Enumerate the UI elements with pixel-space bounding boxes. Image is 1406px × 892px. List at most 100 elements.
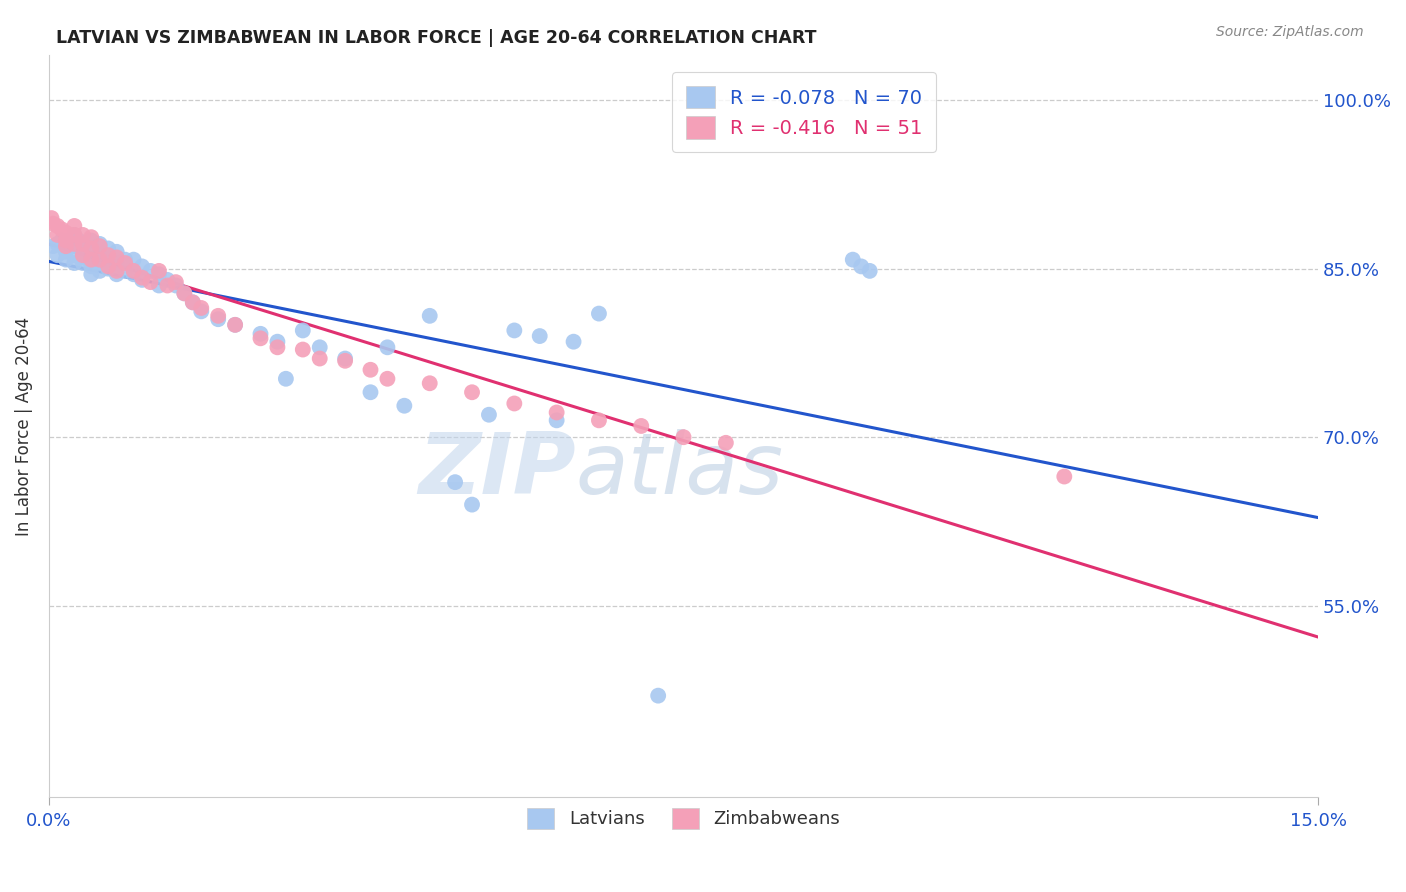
Point (461, 498, 484, 512)
Point (859, 264, 882, 278)
Point (105, 251, 128, 265)
Point (266, 334, 288, 349)
Point (419, 376, 441, 391)
Point (156, 278, 179, 293)
Text: LATVIAN VS ZIMBABWEAN IN LABOR FORCE | AGE 20-64 CORRELATION CHART: LATVIAN VS ZIMBABWEAN IN LABOR FORCE | A… (56, 29, 817, 46)
Point (97, 261, 120, 276)
Point (224, 318, 246, 332)
Point (80, 241, 103, 255)
Text: ZIP: ZIP (418, 429, 575, 512)
Point (165, 278, 187, 293)
Point (122, 264, 145, 278)
Point (105, 244, 128, 259)
Point (529, 329, 551, 343)
Point (72, 256, 94, 270)
Point (165, 275, 187, 289)
Point (360, 363, 382, 377)
Point (89, 248, 111, 262)
Point (51, 222, 73, 236)
Point (55, 241, 77, 255)
Point (105, 267, 128, 281)
Point (139, 275, 162, 289)
Point (97, 260, 120, 274)
Point (224, 318, 246, 332)
Point (377, 340, 399, 354)
Point (503, 396, 526, 410)
Legend: Latvians, Zimbabweans: Latvians, Zimbabweans (520, 801, 846, 836)
Point (190, 301, 212, 315)
Point (80, 234, 103, 248)
Point (55, 244, 77, 259)
Point (55, 252, 77, 267)
Point (131, 260, 153, 274)
Point (461, 385, 484, 400)
Point (80, 260, 103, 274)
Point (89, 256, 111, 270)
Point (105, 256, 128, 270)
Point (588, 307, 610, 321)
Point (72, 227, 94, 242)
Point (80, 230, 103, 244)
Point (72, 248, 94, 262)
Point (105, 264, 128, 278)
Point (51, 234, 73, 248)
Point (181, 295, 204, 310)
Point (190, 304, 212, 318)
Point (131, 270, 153, 285)
Point (173, 286, 195, 301)
Point (139, 264, 162, 278)
Point (55, 234, 77, 248)
Point (42, 239, 65, 253)
Text: atlas: atlas (575, 429, 783, 512)
Point (1053, 469, 1076, 483)
Point (308, 340, 330, 354)
Point (97, 241, 120, 255)
Point (80, 244, 103, 259)
Point (377, 372, 399, 386)
Point (308, 351, 330, 366)
Point (80, 252, 103, 267)
Point (131, 273, 153, 287)
Text: Source: ZipAtlas.com: Source: ZipAtlas.com (1216, 25, 1364, 39)
Point (63, 227, 86, 242)
Point (46, 248, 69, 262)
Point (122, 252, 145, 267)
Point (851, 260, 873, 274)
Point (46, 236, 69, 251)
Point (59, 236, 82, 251)
Point (46, 219, 69, 233)
Point (148, 267, 170, 281)
Point (291, 323, 314, 337)
Point (148, 278, 170, 293)
Point (630, 419, 652, 434)
Point (89, 236, 111, 251)
Point (63, 256, 86, 270)
Point (478, 408, 501, 422)
Point (114, 264, 136, 278)
Point (67, 234, 90, 248)
Point (80, 267, 103, 281)
Point (249, 331, 271, 345)
Point (63, 227, 86, 242)
Point (291, 343, 314, 357)
Point (181, 295, 204, 310)
Point (114, 256, 136, 270)
Point (588, 413, 610, 427)
Point (97, 252, 120, 267)
Point (80, 252, 103, 267)
Point (72, 236, 94, 251)
Point (647, 689, 669, 703)
Point (714, 435, 737, 450)
Point (72, 251, 94, 265)
Point (207, 312, 229, 326)
Point (46, 227, 69, 242)
Point (173, 286, 195, 301)
Point (63, 248, 86, 262)
Point (41, 211, 63, 225)
Point (72, 236, 94, 251)
Point (274, 372, 297, 386)
Point (207, 309, 229, 323)
Point (546, 405, 568, 419)
Point (156, 273, 179, 287)
Point (333, 353, 356, 368)
